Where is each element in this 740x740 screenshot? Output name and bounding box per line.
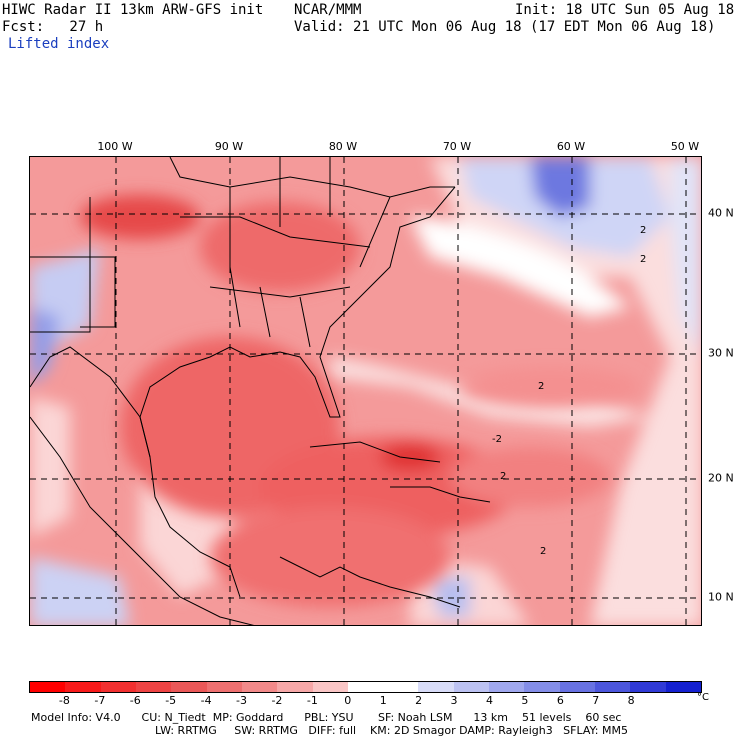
contour-label: 2 — [540, 546, 546, 557]
lifted-index-map: 2 2 -2 2 2 2 — [29, 156, 702, 626]
color-scale-tick: -7 — [94, 694, 106, 707]
color-scale-tick: -1 — [306, 694, 318, 707]
model-info-line2: LW: RRTMG SW: RRTMG DIFF: full KM: 2D Sm… — [155, 724, 628, 737]
lon-label-80w: 80 W — [328, 140, 358, 153]
coastlines — [30, 157, 491, 625]
contour-label: 2 — [640, 254, 646, 265]
color-scale-tick: 4 — [485, 694, 493, 707]
plot-title: HIWC Radar II 13km ARW-GFS init — [2, 2, 264, 18]
lat-label-10n: 10 N — [708, 590, 734, 604]
color-scale-bar — [29, 681, 702, 693]
color-scale-tick: -5 — [165, 694, 177, 707]
color-scale-tick: 0 — [344, 694, 352, 707]
color-scale-tick: 2 — [415, 694, 423, 707]
color-scale-tick: 1 — [379, 694, 387, 707]
model-info-line1: Model Info: V4.0 CU: N_Tiedt MP: Goddard… — [31, 711, 622, 724]
color-scale-tick: 7 — [592, 694, 600, 707]
color-scale-swatch — [347, 682, 384, 692]
color-scale-swatch — [595, 682, 631, 692]
valid-time: Valid: 21 UTC Mon 06 Aug 18 (17 EDT Mon … — [294, 19, 716, 35]
color-scale-swatch — [65, 682, 101, 692]
color-scale-swatch — [524, 682, 560, 692]
color-scale-tick: -3 — [236, 694, 247, 707]
lat-label-30n: 30 N — [708, 346, 734, 360]
contour-labels: 2 2 -2 2 2 2 — [492, 225, 646, 557]
color-scale-tick: -8 — [58, 694, 70, 707]
lon-label-70w: 70 W — [442, 140, 472, 153]
center-label: NCAR/MMM — [294, 2, 362, 18]
field-name: Lifted index — [8, 36, 110, 52]
color-scale-swatch — [100, 682, 136, 692]
color-scale-swatch — [241, 682, 278, 692]
color-scale-tick: 5 — [521, 694, 529, 707]
color-scale-tick: 3 — [450, 694, 458, 707]
color-scale-swatch — [383, 682, 419, 692]
field-shading — [30, 157, 701, 625]
color-scale-swatch — [30, 682, 66, 692]
color-scale-swatch — [418, 682, 454, 692]
lon-label-90w: 90 W — [214, 140, 244, 153]
contour-label: 2 — [500, 471, 506, 482]
contour-label: -2 — [492, 434, 502, 445]
lat-label-20n: 20 N — [708, 471, 734, 485]
color-scale-swatch — [453, 682, 490, 692]
init-time: Init: 18 UTC Sun 05 Aug 18 — [515, 2, 735, 18]
color-scale-swatch — [630, 682, 666, 692]
unit-label: °C — [697, 692, 709, 703]
color-scale-tick: -2 — [271, 694, 283, 707]
color-scale-swatch — [559, 682, 595, 692]
color-scale-swatch — [312, 682, 348, 692]
color-scale-swatch — [171, 682, 207, 692]
lat-label-40n: 40 N — [708, 206, 734, 220]
color-scale-tick: 6 — [556, 694, 564, 707]
lon-label-50w: 50 W — [670, 140, 700, 153]
color-scale-swatch — [277, 682, 313, 692]
color-scale-tick: -4 — [200, 694, 212, 707]
map-canvas: 2 2 -2 2 2 2 — [30, 157, 701, 625]
lat-lon-grid — [30, 157, 701, 625]
warm-cores — [80, 195, 640, 607]
contour-label: 2 — [538, 381, 544, 392]
contour-label: 2 — [640, 225, 646, 236]
color-scale-swatch — [665, 682, 701, 692]
lon-label-100w: 100 W — [97, 140, 133, 153]
forecast-hour: Fcst: 27 h — [2, 19, 104, 35]
color-scale-swatch — [489, 682, 525, 692]
color-scale-tick: 8 — [627, 694, 635, 707]
color-scale-swatch — [135, 682, 172, 692]
color-scale-swatch — [206, 682, 242, 692]
lon-label-60w: 60 W — [556, 140, 586, 153]
color-scale-tick: -6 — [129, 694, 141, 707]
